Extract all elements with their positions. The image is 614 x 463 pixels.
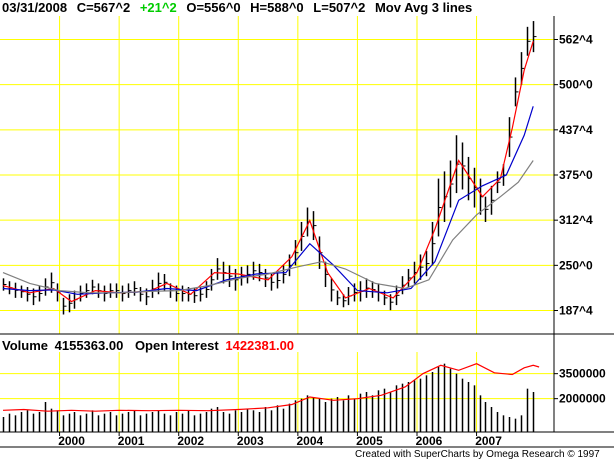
open-interest-line <box>2 363 540 412</box>
price-header: 03/31/2008 C=567^2 +21^2 O=556^0 H=588^0… <box>2 0 478 16</box>
price-bars <box>2 21 537 315</box>
header-low: L=507^2 <box>313 0 366 15</box>
volume-label: Volume <box>2 338 48 353</box>
header-high: H=588^0 <box>250 0 304 15</box>
volume-tick-label: 3500000 <box>559 367 606 381</box>
credit-text: Created with SuperCharts by Omega Resear… <box>355 449 600 460</box>
volume-value: 4155363.00 <box>54 338 124 353</box>
x-tick-label: 2001 <box>118 434 145 448</box>
frame <box>0 16 614 448</box>
y-tick-label: 250^0 <box>559 258 593 272</box>
x-tick-label: 2002 <box>177 434 204 448</box>
x-tick-label: 2007 <box>475 434 502 448</box>
header-date: 03/31/2008 <box>2 0 68 15</box>
y-tick-label: 437^4 <box>559 123 593 137</box>
y-tick-label: 375^0 <box>559 168 593 182</box>
header-indicator: Mov Avg 3 lines <box>374 0 473 15</box>
volume-tick-label: 2000000 <box>559 392 606 406</box>
open-interest-label: Open Interest <box>134 338 219 353</box>
y-tick-label: 187^4 <box>559 304 593 318</box>
open-interest-value: 1422381.00 <box>225 338 295 353</box>
tick-labels: 2000 2001 2002 2003 2004 2005 2006 2007 187^4 250… <box>58 32 606 448</box>
moving-average-ma-mid <box>2 106 534 295</box>
moving-average-ma-slow <box>2 160 534 294</box>
y-tick-label: 312^4 <box>559 213 593 227</box>
moving-averages <box>2 41 534 303</box>
x-tick-label: 2004 <box>296 434 323 448</box>
header-close: C=567^2 <box>76 0 131 15</box>
x-tick-label: 2000 <box>58 434 85 448</box>
header-change: +21^2 <box>139 0 177 15</box>
x-tick-label: 2003 <box>237 434 264 448</box>
moving-average-ma-fast <box>2 41 534 303</box>
x-tick-label: 2005 <box>356 434 383 448</box>
y-tick-label: 500^0 <box>559 78 593 92</box>
volume-header: Volume 4155363.00 Open Interest 1422381.… <box>2 338 297 354</box>
y-tick-label: 562^4 <box>559 32 593 46</box>
open-interest <box>2 363 540 412</box>
x-tick-label: 2006 <box>416 434 443 448</box>
volume-bars <box>2 363 535 432</box>
grid <box>0 16 554 432</box>
header-open: O=556^0 <box>186 0 241 15</box>
